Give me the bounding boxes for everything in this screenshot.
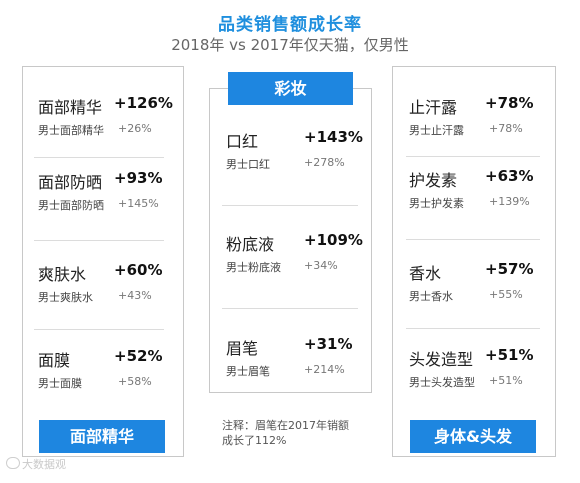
chart-title: 品类销售额成长率 (218, 15, 362, 35)
category-item: 面部防晒 +93% 男士面部防晒 +145% (38, 169, 168, 239)
male-category-name: 男士护发素 (409, 197, 464, 210)
male-growth-value: +58% (118, 375, 152, 388)
category-item: 止汗露 +78% 男士止汗露 +78% (409, 94, 539, 164)
panel-makeup (209, 88, 372, 393)
weibo-icon (6, 457, 20, 469)
male-category-name: 男士面膜 (38, 377, 82, 390)
row-divider (34, 329, 164, 330)
chart-subtitle: 2018年 vs 2017年仅天猫，仅男性 (171, 36, 409, 54)
row-divider (34, 240, 164, 241)
growth-value: +60% (114, 261, 163, 279)
male-growth-value: +78% (489, 122, 523, 135)
male-growth-value: +26% (118, 122, 152, 135)
growth-value: +52% (114, 347, 163, 365)
group-badge-makeup: 彩妆 (228, 72, 353, 105)
category-item: 眉笔 +31% 男士眉笔 +214% (226, 335, 356, 405)
growth-value: +78% (485, 94, 534, 112)
growth-value: +51% (485, 346, 534, 364)
category-item: 面部精华 +126% 男士面部精华 +26% (38, 94, 173, 164)
male-category-name: 男士止汗露 (409, 124, 464, 137)
male-category-name: 男士粉底液 (226, 261, 281, 274)
watermark-text: 大数据观 (22, 458, 66, 471)
male-growth-value: +55% (489, 288, 523, 301)
category-name: 眉笔 (226, 339, 259, 358)
male-growth-value: +51% (489, 374, 523, 387)
growth-value: +93% (114, 169, 163, 187)
male-category-name: 男士香水 (409, 290, 453, 303)
growth-value: +57% (485, 260, 534, 278)
category-name: 护发素 (409, 171, 458, 190)
category-name: 面膜 (38, 351, 71, 370)
male-growth-value: +214% (304, 363, 345, 376)
category-name: 面部防晒 (38, 173, 103, 192)
growth-value: +63% (485, 167, 534, 185)
category-name: 爽肤水 (38, 265, 87, 284)
male-category-name: 男士眉笔 (226, 365, 270, 378)
male-growth-value: +43% (118, 289, 152, 302)
row-divider (406, 239, 540, 240)
growth-value: +143% (304, 128, 363, 146)
growth-value: +31% (304, 335, 353, 353)
male-category-name: 男士头发造型 (409, 376, 475, 389)
category-item: 护发素 +63% 男士护发素 +139% (409, 167, 539, 237)
male-category-name: 男士面部精华 (38, 124, 104, 137)
category-name: 香水 (409, 264, 442, 283)
category-item: 香水 +57% 男士香水 +55% (409, 260, 539, 330)
row-divider (222, 205, 358, 206)
male-category-name: 男士口红 (226, 158, 270, 171)
growth-value: +126% (114, 94, 173, 112)
row-divider (222, 308, 358, 309)
category-name: 止汗露 (409, 98, 458, 117)
row-divider (406, 156, 540, 157)
male-growth-value: +139% (489, 195, 530, 208)
category-name: 头发造型 (409, 350, 474, 369)
category-name: 粉底液 (226, 235, 275, 254)
male-category-name: 男士爽肤水 (38, 291, 93, 304)
male-category-name: 男士面部防晒 (38, 199, 104, 212)
male-growth-value: +34% (304, 259, 338, 272)
male-growth-value: +145% (118, 197, 159, 210)
category-item: 口红 +143% 男士口红 +278% (226, 128, 363, 198)
footnote: 注释：眉笔在2017年销额成长了112% (222, 419, 349, 447)
male-growth-value: +278% (304, 156, 345, 169)
row-divider (34, 157, 164, 158)
growth-value: +109% (304, 231, 363, 249)
category-item: 粉底液 +109% 男士粉底液 +34% (226, 231, 363, 301)
category-item: 爽肤水 +60% 男士爽肤水 +43% (38, 261, 168, 331)
category-item: 面膜 +52% 男士面膜 +58% (38, 347, 168, 417)
group-badge-face-care: 面部精华 (39, 420, 165, 453)
group-badge-body-hair: 身体&头发 (410, 420, 536, 453)
panel-body-hair (392, 66, 556, 457)
row-divider (406, 328, 540, 329)
watermark-logo: 大数据观 (6, 456, 66, 472)
panel-face-care (22, 66, 184, 457)
category-name: 面部精华 (38, 98, 103, 117)
category-name: 口红 (226, 132, 259, 151)
category-item: 头发造型 +51% 男士头发造型 +51% (409, 346, 539, 416)
